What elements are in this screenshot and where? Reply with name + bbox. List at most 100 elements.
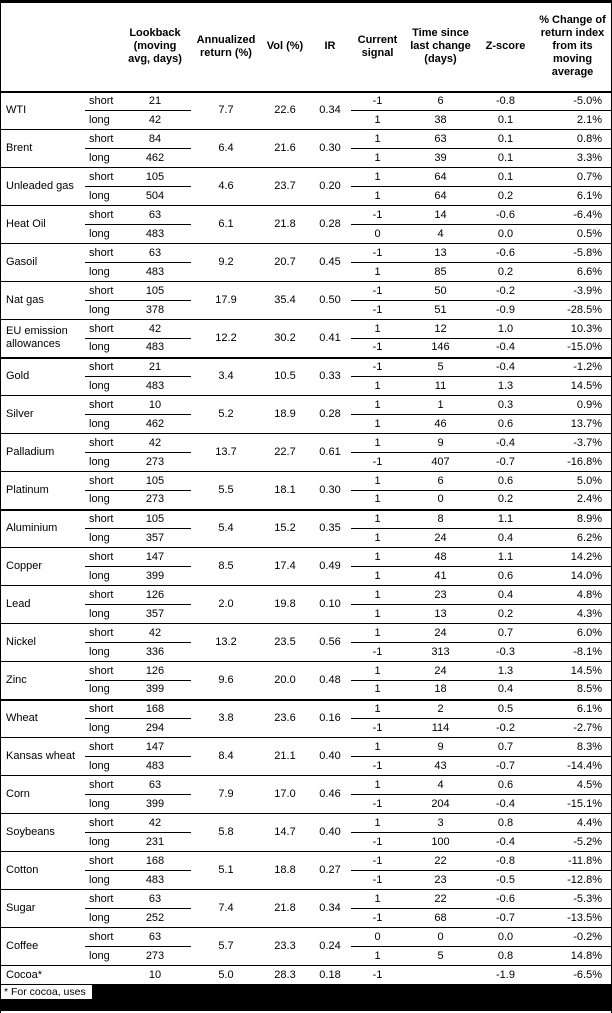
horizon-cell: long	[85, 832, 119, 852]
annualized-return-cell: 5.4	[191, 509, 261, 548]
pct-change-cell: 14.2%	[534, 547, 611, 567]
lookback-cell: 378	[119, 300, 191, 320]
ir-cell: 0.61	[309, 433, 351, 472]
pct-change-cell: -8.1%	[534, 642, 611, 662]
z-score-cell: -0.7	[477, 908, 534, 928]
horizon-cell: long	[85, 490, 119, 511]
commodity-name-cell: Cotton	[1, 851, 85, 890]
annualized-return-cell: 13.2	[191, 623, 261, 662]
current-signal-cell: 0	[351, 224, 404, 244]
pct-change-cell: 4.8%	[534, 585, 611, 605]
time-since-change-cell: 11	[404, 376, 477, 396]
horizon-cell: short	[85, 129, 119, 149]
z-score-cell: 0.6	[477, 414, 534, 434]
commodity-name-cell: Soybeans	[1, 813, 85, 852]
table-row: long 483 -1 23 -0.5 -12.8%	[1, 870, 611, 890]
z-score-cell: 0.6	[477, 775, 534, 795]
table-row: long 462 1 39 0.1 3.3%	[1, 148, 611, 168]
pct-change-cell: -16.8%	[534, 452, 611, 472]
z-score-cell: 0.6	[477, 566, 534, 586]
lookback-cell: 231	[119, 832, 191, 852]
header-horizon	[85, 1, 119, 93]
table-row: Aluminium short 105 5.4 15.2 0.35 1 8 1.1 8.9%	[1, 509, 611, 548]
lookback-cell: 84	[119, 129, 191, 149]
table-row: long 483 1 11 1.3 14.5%	[1, 376, 611, 396]
annualized-return-cell: 8.5	[191, 547, 261, 586]
current-signal-cell: 1	[351, 110, 404, 130]
table-row: long 399 -1 204 -0.4 -15.1%	[1, 794, 611, 814]
time-since-change-cell: 6	[404, 471, 477, 491]
pct-change-cell: 14.8%	[534, 946, 611, 966]
vol-cell: 21.8	[261, 889, 309, 928]
annualized-return-cell: 7.4	[191, 889, 261, 928]
footnote-text: * For cocoa, uses	[1, 985, 92, 999]
lookback-cell: 21	[119, 357, 191, 377]
vol-cell: 23.7	[261, 167, 309, 206]
z-score-cell: 0.7	[477, 623, 534, 643]
commodity-name-cell: Corn	[1, 775, 85, 814]
commodity-name-cell: Nat gas	[1, 281, 85, 320]
pct-change-cell: -0.2%	[534, 927, 611, 947]
horizon-cell: long	[85, 680, 119, 701]
current-signal-cell: -1	[351, 281, 404, 301]
horizon-cell: long	[85, 528, 119, 548]
vol-cell: 14.7	[261, 813, 309, 852]
table-row: Kansas wheat short 147 8.4 21.1 0.40 1 9 0.7 8.3%	[1, 737, 611, 776]
pct-change-cell: 3.3%	[534, 148, 611, 168]
z-score-cell: 1.0	[477, 319, 534, 339]
header-pct-change: % Change of return index from its moving…	[534, 1, 611, 93]
time-since-change-cell: 24	[404, 661, 477, 681]
horizon-cell: short	[85, 623, 119, 643]
table-row: long 273 1 5 0.8 14.8%	[1, 946, 611, 966]
z-score-cell: 0.4	[477, 680, 534, 701]
current-signal-cell: 1	[351, 186, 404, 206]
z-score-cell: 0.4	[477, 528, 534, 548]
pct-change-cell: 10.3%	[534, 319, 611, 339]
time-since-change-cell: 24	[404, 528, 477, 548]
current-signal-cell: 1	[351, 737, 404, 757]
pct-change-cell: 14.5%	[534, 376, 611, 396]
horizon-cell: short	[85, 661, 119, 681]
table-row: Zinc short 126 9.6 20.0 0.48 1 24 1.3 14.5%	[1, 661, 611, 701]
ir-cell: 0.45	[309, 243, 351, 282]
ir-cell: 0.34	[309, 91, 351, 130]
ir-cell: 0.18	[309, 965, 351, 985]
z-score-cell: 1.1	[477, 547, 534, 567]
commodity-name-cell: Aluminium	[1, 509, 85, 548]
commodity-name-cell: Gasoil	[1, 243, 85, 282]
z-score-cell: -0.7	[477, 756, 534, 776]
annualized-return-cell: 3.4	[191, 357, 261, 396]
table-row: Copper short 147 8.5 17.4 0.49 1 48 1.1 14.2%	[1, 547, 611, 586]
lookback-cell: 252	[119, 908, 191, 928]
table-row: long 483 1 85 0.2 6.6%	[1, 262, 611, 282]
current-signal-cell: -1	[351, 205, 404, 225]
time-since-change-cell: 64	[404, 167, 477, 187]
pct-change-cell: -5.8%	[534, 243, 611, 263]
lookback-cell: 42	[119, 623, 191, 643]
horizon-cell: long	[85, 110, 119, 130]
table-row: Soybeans short 42 5.8 14.7 0.40 1 3 0.8 4.4%	[1, 813, 611, 852]
table-row: Coffee short 63 5.7 23.3 0.24 0 0 0.0 -0.2%	[1, 927, 611, 966]
time-since-change-cell: 114	[404, 718, 477, 738]
z-score-cell: 1.3	[477, 376, 534, 396]
vol-cell: 18.9	[261, 395, 309, 434]
lookback-cell: 462	[119, 414, 191, 434]
z-score-cell: 0.7	[477, 737, 534, 757]
pct-change-cell: -15.1%	[534, 794, 611, 814]
vol-cell: 18.8	[261, 851, 309, 890]
table-row: long 42 1 38 0.1 2.1%	[1, 110, 611, 130]
annualized-return-cell: 5.5	[191, 471, 261, 511]
horizon-cell: long	[85, 262, 119, 282]
table-row: Silver short 10 5.2 18.9 0.28 1 1 0.3 0.9%	[1, 395, 611, 434]
pct-change-cell: 0.5%	[534, 224, 611, 244]
commodity-name-cell: Unleaded gas	[1, 167, 85, 206]
table-row: Nickel short 42 13.2 23.5 0.56 1 24 0.7 6.0%	[1, 623, 611, 662]
pct-change-cell: 4.4%	[534, 813, 611, 833]
vol-cell: 17.4	[261, 547, 309, 586]
current-signal-cell: 1	[351, 490, 404, 511]
ir-cell: 0.50	[309, 281, 351, 320]
pct-change-cell: 14.5%	[534, 661, 611, 681]
horizon-cell: short	[85, 927, 119, 947]
z-score-cell: 0.5	[477, 699, 534, 719]
pct-change-cell: 2.1%	[534, 110, 611, 130]
